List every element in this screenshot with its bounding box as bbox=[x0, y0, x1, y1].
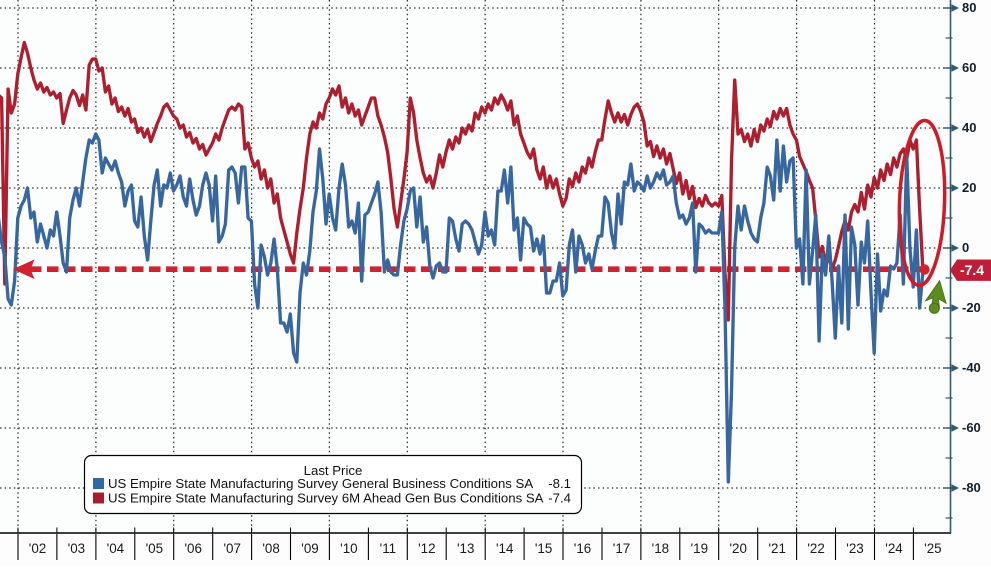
svg-text:'08: '08 bbox=[262, 541, 279, 556]
svg-text:'04: '04 bbox=[107, 541, 125, 556]
svg-text:-7.4: -7.4 bbox=[548, 491, 571, 506]
svg-text:-20: -20 bbox=[962, 300, 981, 315]
svg-text:'12: '12 bbox=[418, 541, 435, 556]
svg-text:'06: '06 bbox=[184, 541, 201, 556]
svg-text:'22: '22 bbox=[807, 541, 824, 556]
svg-text:'05: '05 bbox=[146, 541, 163, 556]
svg-text:'23: '23 bbox=[846, 541, 863, 556]
svg-text:'09: '09 bbox=[301, 541, 318, 556]
svg-text:'07: '07 bbox=[223, 541, 240, 556]
svg-text:'20: '20 bbox=[729, 541, 746, 556]
svg-text:'19: '19 bbox=[691, 541, 708, 556]
svg-text:80: 80 bbox=[962, 0, 976, 15]
svg-text:US Empire State Manufacturing: US Empire State Manufacturing Survey Gen… bbox=[108, 476, 533, 491]
svg-text:60: 60 bbox=[962, 60, 976, 75]
svg-text:'14: '14 bbox=[496, 541, 514, 556]
svg-text:'18: '18 bbox=[652, 541, 669, 556]
svg-text:'11: '11 bbox=[380, 541, 396, 556]
svg-text:-80: -80 bbox=[962, 480, 981, 495]
svg-text:'03: '03 bbox=[68, 541, 85, 556]
svg-text:'02: '02 bbox=[29, 541, 46, 556]
svg-text:-40: -40 bbox=[962, 360, 981, 375]
svg-text:Last Price: Last Price bbox=[304, 463, 363, 478]
svg-text:0: 0 bbox=[962, 240, 969, 255]
svg-text:'16: '16 bbox=[574, 541, 591, 556]
svg-text:'15: '15 bbox=[535, 541, 552, 556]
svg-text:'10: '10 bbox=[340, 541, 357, 556]
svg-text:'21: '21 bbox=[768, 541, 785, 556]
svg-text:-7.4: -7.4 bbox=[960, 262, 984, 278]
svg-text:'25: '25 bbox=[924, 541, 941, 556]
svg-text:'13: '13 bbox=[457, 541, 474, 556]
svg-text:-8.1: -8.1 bbox=[548, 476, 571, 491]
svg-text:40: 40 bbox=[962, 120, 976, 135]
svg-text:20: 20 bbox=[962, 180, 976, 195]
svg-text:US Empire State Manufacturing: US Empire State Manufacturing Survey 6M … bbox=[108, 491, 544, 506]
svg-text:-60: -60 bbox=[962, 420, 981, 435]
svg-text:'17: '17 bbox=[613, 541, 630, 556]
svg-text:'24: '24 bbox=[885, 541, 903, 556]
